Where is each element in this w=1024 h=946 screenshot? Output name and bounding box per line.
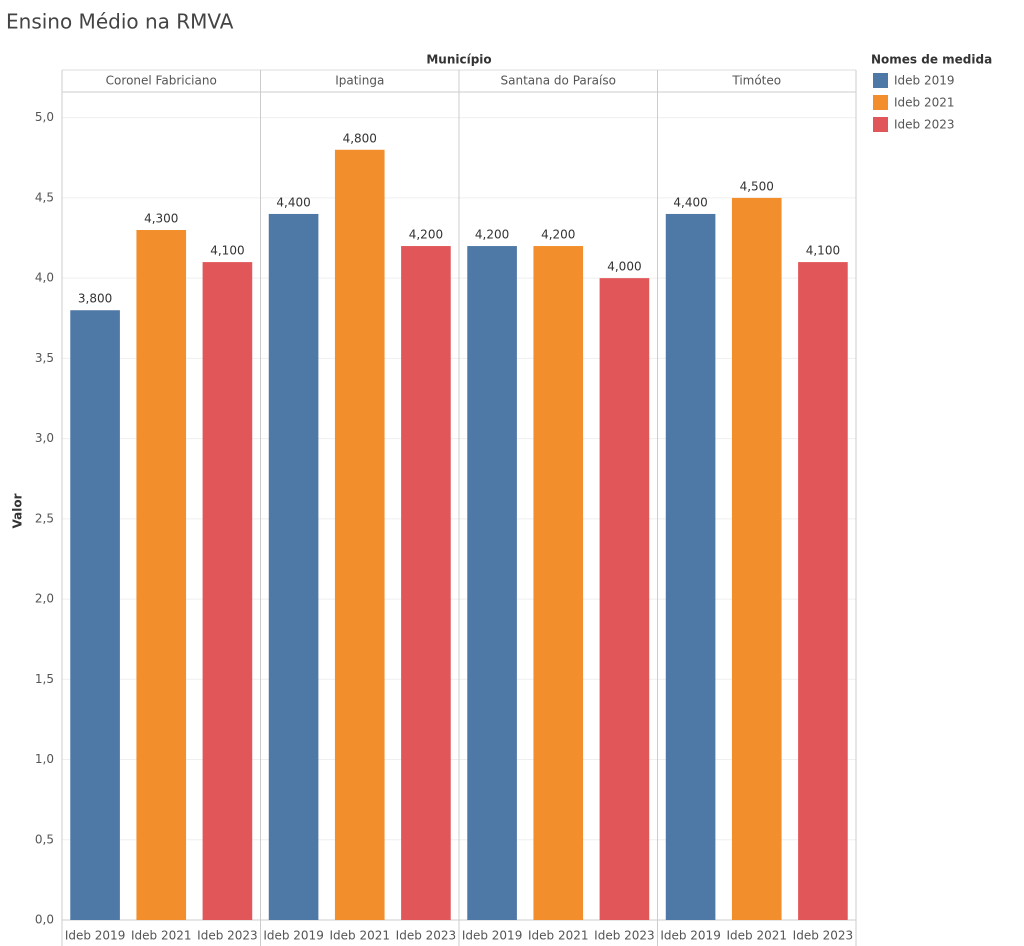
value-label: 4,200 (409, 228, 443, 242)
bar (334, 149, 385, 920)
bar (136, 230, 187, 920)
y-axis-label: Valor (11, 493, 25, 528)
facet-header: Santana do Paraíso (501, 74, 616, 88)
legend-label: Ideb 2023 (894, 118, 955, 132)
y-tick-label: 0,0 (35, 913, 54, 927)
chart-title: Ensino Médio na RMVA (6, 10, 234, 34)
facet-label: Município (426, 53, 491, 67)
value-label: 4,300 (144, 212, 178, 226)
bar (731, 197, 782, 920)
value-label: 4,100 (806, 244, 840, 258)
x-tick-label: Ideb 2023 (594, 929, 655, 943)
x-tick-label: Ideb 2019 (263, 929, 324, 943)
bar (268, 213, 319, 920)
bar (599, 278, 650, 920)
x-tick-label: Ideb 2023 (396, 929, 457, 943)
y-tick-label: 4,0 (35, 271, 54, 285)
y-tick-label: 5,0 (35, 110, 54, 124)
facet-header: Ipatinga (335, 74, 384, 88)
y-tick-label: 3,5 (35, 351, 54, 365)
bar (467, 246, 517, 920)
value-label: 4,400 (276, 195, 310, 209)
y-tick-label: 2,0 (35, 592, 54, 606)
x-tick-label: Ideb 2023 (197, 929, 258, 943)
x-tick-label: Ideb 2019 (660, 929, 721, 943)
bar (533, 246, 584, 920)
x-tick-label: Ideb 2019 (462, 929, 523, 943)
legend-swatch (873, 117, 888, 132)
facet-header: Coronel Fabriciano (106, 74, 217, 88)
value-label: 4,800 (343, 131, 377, 145)
legend-label: Ideb 2019 (894, 74, 955, 88)
x-tick-label: Ideb 2023 (793, 929, 854, 943)
x-tick-label: Ideb 2021 (131, 929, 192, 943)
y-tick-label: 4,5 (35, 190, 54, 204)
y-tick-label: 1,5 (35, 672, 54, 686)
y-tick-label: 1,0 (35, 752, 54, 766)
bar (798, 262, 848, 920)
value-label: 4,400 (673, 195, 707, 209)
value-label: 4,200 (541, 228, 575, 242)
y-tick-label: 0,5 (35, 832, 54, 846)
value-label: 4,500 (740, 179, 774, 193)
legend-title: Nomes de medida (871, 53, 992, 67)
facet-header: Timóteo (731, 74, 781, 88)
legend-swatch (873, 95, 888, 110)
y-tick-label: 3,0 (35, 431, 54, 445)
value-label: 4,200 (475, 228, 509, 242)
bar (665, 213, 716, 920)
value-label: 4,100 (210, 244, 244, 258)
x-tick-label: Ideb 2021 (329, 929, 390, 943)
legend-label: Ideb 2021 (894, 96, 955, 110)
legend-swatch (873, 73, 888, 88)
x-tick-label: Ideb 2021 (528, 929, 589, 943)
bar (202, 262, 253, 920)
y-tick-label: 2,5 (35, 511, 54, 525)
value-label: 4,000 (607, 260, 641, 274)
value-label: 3,800 (78, 292, 112, 306)
bar (401, 246, 451, 920)
bar (70, 310, 120, 920)
x-tick-label: Ideb 2021 (726, 929, 787, 943)
x-tick-label: Ideb 2019 (65, 929, 126, 943)
